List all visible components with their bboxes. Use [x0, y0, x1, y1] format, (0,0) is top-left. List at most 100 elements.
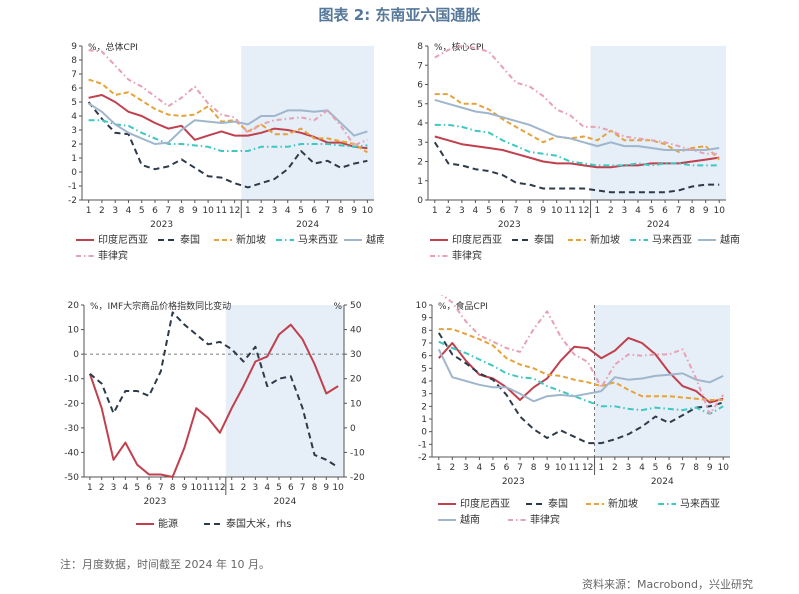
x-tick-label: 8	[531, 463, 537, 473]
x-tick-label: 10	[362, 206, 374, 216]
y-tick-label: 1	[71, 154, 77, 164]
y-tick-label: 8	[71, 56, 77, 66]
y-tick-label: 5	[417, 100, 423, 110]
y-tick-label: 0	[421, 428, 427, 438]
x-tick-label: 3	[463, 463, 469, 473]
y-tick-label: 9	[421, 314, 427, 324]
y-tick-label: 7	[417, 61, 423, 71]
x-tick-label: 9	[544, 463, 550, 473]
y-tick-label: 10	[68, 326, 80, 336]
series-line-indonesia	[88, 94, 368, 150]
x-tick-label: 4	[122, 483, 128, 493]
y-tick-label: 0	[71, 168, 77, 178]
y-tick-label: 7	[421, 339, 427, 349]
y-tick-label: -2	[68, 196, 77, 206]
y-tick-label: 10	[416, 301, 428, 311]
x-tick-label: 5	[490, 463, 496, 473]
footnote: 注：月度数据，时间截至 2024 年 10 月。	[60, 558, 270, 571]
x-tick-label: 3	[459, 206, 465, 216]
y-tick-label: 5	[71, 98, 77, 108]
x-tick-label: 4	[473, 206, 479, 216]
x-tick-label: 3	[252, 483, 258, 493]
x-tick-label: 4	[126, 206, 132, 216]
y-tick-label: 3	[421, 390, 427, 400]
series-line-singapore	[434, 93, 720, 161]
legend-label: 能源	[158, 517, 178, 530]
y-tick-label-rhs: 50	[350, 301, 362, 311]
series-line-singapore	[88, 78, 368, 154]
y-tick-label: 3	[71, 126, 77, 136]
x-tick-label: 1	[436, 463, 442, 473]
y-tick-label: 4	[71, 112, 77, 122]
x-tick-label: 5	[649, 206, 655, 216]
y-tick-label: -2	[418, 453, 427, 463]
series-line-thailand	[87, 101, 368, 189]
legend-label: 新加坡	[608, 497, 638, 510]
y-tick-label: 4	[417, 119, 423, 129]
x-tick-label: 7	[300, 483, 306, 493]
legend-label: 泰国	[534, 233, 554, 246]
x-tick-label: 3	[626, 463, 632, 473]
y-tick-label: 9	[71, 42, 77, 52]
x-tick-label: 2	[241, 483, 247, 493]
x-tick-label: 7	[517, 463, 523, 473]
legend-label: 印度尼西亚	[460, 497, 510, 510]
y-tick-label: -20	[64, 399, 79, 409]
series-line-philippines	[88, 49, 368, 147]
y-tick-label: 2	[421, 402, 427, 412]
chart-title: %，总体CPI	[88, 41, 138, 53]
x-tick-label: 9	[540, 206, 546, 216]
series-line-vietnam	[434, 98, 720, 151]
x-tick-label: 2	[99, 206, 105, 216]
x-tick-label: 7	[325, 206, 331, 216]
x-tick-label: 7	[165, 206, 171, 216]
y-tick-label: 6	[421, 352, 427, 362]
x-tick-label: 11	[216, 206, 227, 216]
x-tick-label: 9	[182, 483, 188, 493]
chart-title: %，食品CPI	[438, 300, 488, 312]
x-tick-label: 9	[703, 206, 709, 216]
series-line-vietnam	[88, 102, 368, 145]
y-tick-label: -40	[64, 448, 79, 458]
legend-label: 马来西亚	[652, 234, 692, 246]
series-line-malaysia	[438, 340, 724, 415]
x-tick-label: 11	[569, 463, 580, 473]
x-tick-label: 11	[565, 206, 576, 216]
legend-label: 菲律宾	[530, 513, 560, 526]
figure-title: 图表 2: 东南亚六国通胀	[318, 6, 481, 24]
y-tick-label: -30	[64, 424, 79, 434]
series-line-thailand	[437, 332, 724, 445]
y-tick-label: 6	[71, 84, 77, 94]
legend-label: 菲律宾	[452, 249, 482, 262]
series-line-energy	[88, 323, 339, 478]
y-tick-label: 3	[417, 138, 423, 148]
year-label: 2023	[498, 220, 521, 230]
x-tick-label: 4	[477, 463, 483, 473]
legend-label: 印度尼西亚	[98, 233, 148, 246]
x-tick-label: 2	[99, 483, 105, 493]
y-tick-label: 4	[421, 377, 427, 387]
year-label: 2024	[273, 497, 296, 507]
series-line-philippines	[440, 295, 725, 415]
legend-label: 泰国	[548, 497, 568, 510]
x-tick-label: 3	[112, 206, 118, 216]
x-tick-label: 10	[714, 206, 726, 216]
x-tick-label: 8	[527, 206, 533, 216]
x-tick-label: 12	[582, 463, 593, 473]
shade-2024	[590, 46, 726, 200]
x-tick-label: 11	[202, 483, 213, 493]
x-tick-label: 9	[192, 206, 198, 216]
series-line-vietnam	[437, 348, 724, 403]
x-tick-label: 2	[258, 206, 264, 216]
x-tick-label: 5	[298, 206, 304, 216]
x-tick-label: 5	[134, 483, 140, 493]
y-tick-label: 7	[71, 70, 77, 80]
legend-label: 越南	[366, 233, 384, 246]
y-tick-label: 5	[421, 364, 427, 374]
year-label: 2024	[647, 220, 670, 230]
x-tick-label: 6	[311, 206, 317, 216]
x-tick-label: 4	[285, 206, 291, 216]
x-tick-label: 10	[202, 206, 214, 216]
